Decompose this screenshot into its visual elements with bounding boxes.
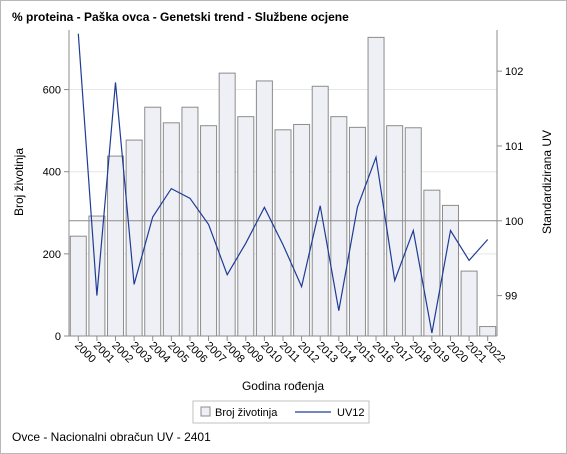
y2-tick-label: 99 <box>505 291 517 303</box>
chart-footnote: Ovce - Nacionalni obračun UV - 2401 <box>12 430 211 444</box>
bar <box>460 270 478 337</box>
bar <box>348 126 366 337</box>
y2-tick-label: 101 <box>505 141 523 153</box>
bar <box>162 122 180 337</box>
bar <box>144 106 162 337</box>
bar <box>107 155 125 337</box>
bar <box>218 72 236 337</box>
y-tick-label: 0 <box>55 331 61 343</box>
chart-title: % proteina - Paška ovca - Genetski trend… <box>12 10 349 24</box>
bar <box>311 85 329 337</box>
bar <box>293 123 311 337</box>
y-tick-label: 600 <box>43 85 61 97</box>
bar <box>423 189 441 337</box>
x-axis-label: Godina rođenja <box>242 379 324 393</box>
legend-swatch-bars <box>200 406 211 417</box>
bar <box>330 116 348 337</box>
y2-tick-label: 102 <box>505 66 523 78</box>
y-tick-label: 200 <box>43 249 61 261</box>
legend-box <box>192 400 370 424</box>
bar <box>125 139 143 337</box>
y-tick-label: 400 <box>43 167 61 179</box>
y2-tick-label: 100 <box>505 216 523 228</box>
bar <box>200 125 218 337</box>
bar <box>386 125 404 337</box>
y-axis-label: Broj životinja <box>12 148 26 216</box>
bar <box>367 36 385 337</box>
bar <box>69 235 87 337</box>
legend: Broj životinja UV12 <box>192 400 370 424</box>
y2-axis-label: Standardizirana UV <box>540 130 554 234</box>
uv12-line <box>77 33 489 334</box>
bar <box>479 326 497 337</box>
bar <box>181 106 199 337</box>
bar <box>441 204 459 337</box>
legend-label-line: UV12 <box>337 407 365 419</box>
line-series <box>77 33 489 334</box>
legend-label-bars: Broj životinja <box>215 407 278 419</box>
bar-series <box>69 36 497 337</box>
bar <box>237 116 255 337</box>
